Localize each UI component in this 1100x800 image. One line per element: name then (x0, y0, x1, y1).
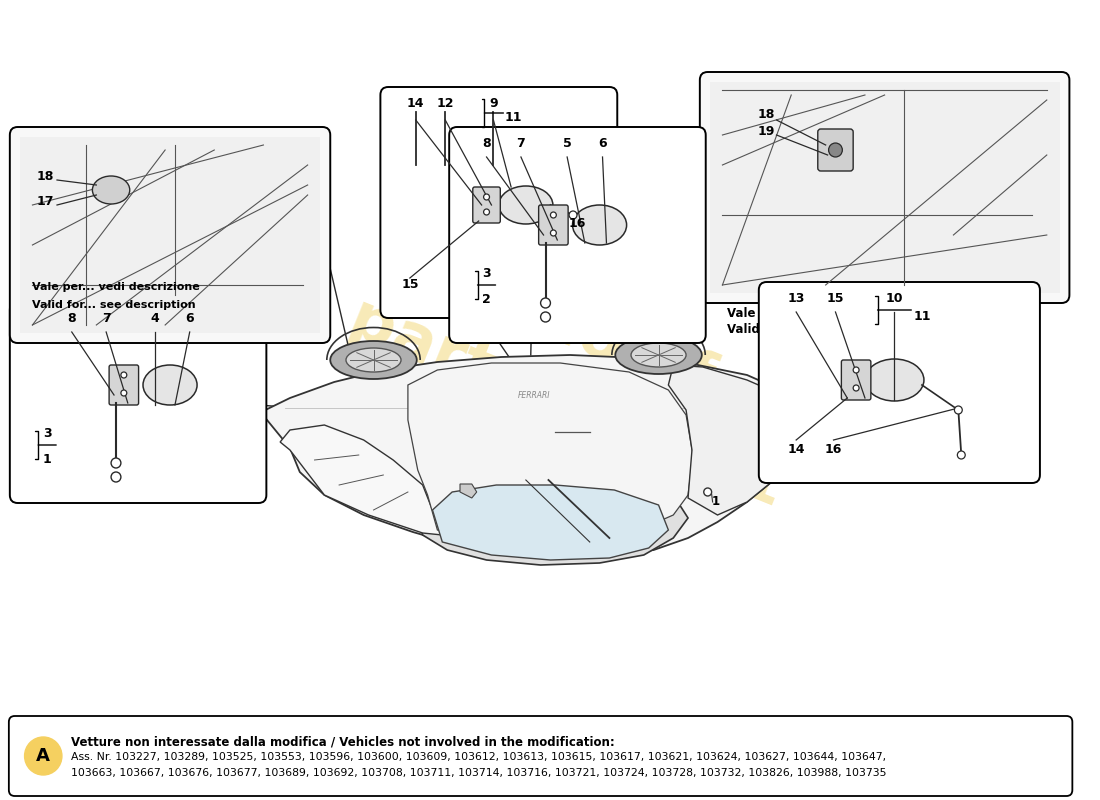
FancyBboxPatch shape (9, 716, 1072, 796)
Polygon shape (460, 484, 476, 498)
Ellipse shape (572, 205, 627, 245)
Text: Vale per... vedi descrizione: Vale per... vedi descrizione (727, 306, 906, 319)
Polygon shape (432, 485, 669, 560)
Text: Valid for... see description: Valid for... see description (32, 300, 196, 310)
Text: A: A (36, 747, 51, 765)
Polygon shape (265, 355, 801, 557)
Ellipse shape (865, 359, 924, 401)
Text: 15: 15 (827, 292, 844, 305)
Text: 3: 3 (482, 267, 491, 280)
Text: 7: 7 (517, 137, 526, 150)
Text: 4: 4 (151, 312, 160, 325)
Circle shape (957, 451, 965, 459)
Polygon shape (408, 363, 693, 540)
Ellipse shape (615, 336, 702, 374)
Circle shape (121, 390, 126, 396)
Polygon shape (418, 474, 688, 565)
Ellipse shape (143, 365, 197, 405)
Ellipse shape (631, 343, 686, 367)
Circle shape (540, 312, 550, 322)
Circle shape (550, 230, 557, 236)
Circle shape (484, 209, 490, 215)
Ellipse shape (498, 186, 553, 224)
FancyBboxPatch shape (10, 127, 330, 343)
Text: 9: 9 (490, 97, 497, 110)
Text: passion for
parts since 1: passion for parts since 1 (340, 221, 821, 519)
Circle shape (569, 211, 578, 219)
Text: Vale per... vedi descrizione: Vale per... vedi descrizione (32, 282, 200, 292)
FancyBboxPatch shape (449, 127, 706, 343)
Text: 16: 16 (569, 217, 585, 230)
Text: 6: 6 (598, 137, 607, 150)
Ellipse shape (346, 348, 402, 372)
Text: 1: 1 (43, 453, 52, 466)
Polygon shape (280, 425, 442, 535)
Text: 11: 11 (913, 310, 931, 323)
Text: 1: 1 (712, 495, 719, 508)
Text: 10: 10 (886, 292, 903, 305)
Circle shape (24, 737, 62, 775)
Circle shape (854, 385, 859, 391)
FancyBboxPatch shape (842, 360, 871, 400)
FancyBboxPatch shape (759, 282, 1040, 483)
Circle shape (484, 194, 490, 200)
Ellipse shape (330, 341, 417, 379)
Ellipse shape (92, 176, 130, 204)
Text: 16: 16 (825, 443, 843, 456)
Text: Vetture non interessate dalla modifica / Vehicles not involved in the modificati: Vetture non interessate dalla modifica /… (70, 735, 615, 749)
Text: 12: 12 (437, 97, 454, 110)
Text: Valid for... see description: Valid for... see description (727, 322, 902, 335)
Circle shape (540, 298, 550, 308)
FancyBboxPatch shape (10, 302, 266, 503)
Text: 8: 8 (67, 312, 76, 325)
Text: 18: 18 (758, 108, 776, 121)
Circle shape (550, 212, 557, 218)
FancyBboxPatch shape (109, 365, 139, 405)
Text: Ass. Nr. 103227, 103289, 103525, 103553, 103596, 103600, 103609, 103612, 103613,: Ass. Nr. 103227, 103289, 103525, 103553,… (70, 752, 886, 762)
Text: 19: 19 (758, 125, 776, 138)
Circle shape (111, 458, 121, 468)
Circle shape (704, 488, 712, 496)
Circle shape (955, 406, 962, 414)
Circle shape (828, 143, 843, 157)
FancyBboxPatch shape (817, 129, 854, 171)
Text: 2: 2 (482, 293, 491, 306)
Text: 14: 14 (407, 97, 425, 110)
Text: 18: 18 (36, 170, 54, 183)
Text: 5: 5 (563, 137, 572, 150)
FancyBboxPatch shape (381, 87, 617, 318)
FancyBboxPatch shape (539, 205, 568, 245)
Text: 11: 11 (504, 111, 521, 124)
Text: 8: 8 (482, 137, 491, 150)
Bar (710, 82, 1059, 293)
Text: 13: 13 (788, 292, 805, 305)
Bar (20, 137, 320, 333)
Text: 15: 15 (402, 278, 419, 291)
FancyBboxPatch shape (700, 72, 1069, 303)
Text: 14: 14 (788, 443, 805, 456)
Polygon shape (669, 365, 796, 515)
Text: 7: 7 (102, 312, 110, 325)
Circle shape (111, 472, 121, 482)
Text: 103663, 103667, 103676, 103677, 103689, 103692, 103708, 103711, 103714, 103716, : 103663, 103667, 103676, 103677, 103689, … (70, 768, 887, 778)
Text: FERRARI: FERRARI (517, 390, 550, 399)
Text: 17: 17 (36, 195, 54, 208)
Text: 3: 3 (43, 427, 52, 440)
Text: 6: 6 (186, 312, 194, 325)
Circle shape (121, 372, 126, 378)
Circle shape (854, 367, 859, 373)
FancyBboxPatch shape (473, 187, 500, 223)
